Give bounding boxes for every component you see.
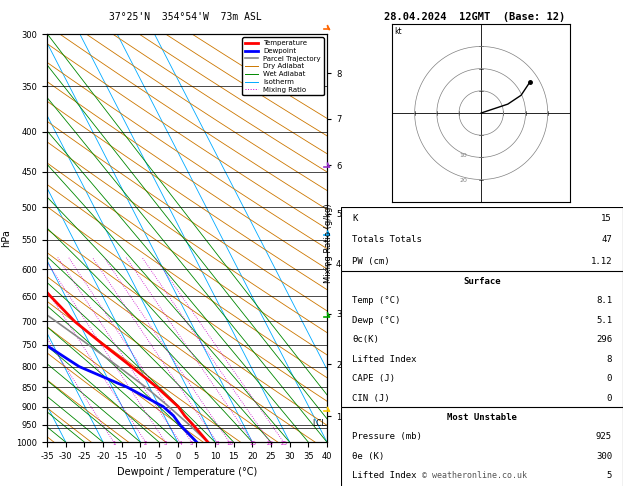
Text: 37°25'N  354°54'W  73m ASL: 37°25'N 354°54'W 73m ASL <box>109 12 262 22</box>
Text: 0: 0 <box>606 394 612 402</box>
Text: Mixing Ratio (g/kg): Mixing Ratio (g/kg) <box>325 203 333 283</box>
Text: PW (cm): PW (cm) <box>352 257 390 265</box>
Text: 5.1: 5.1 <box>596 316 612 325</box>
Y-axis label: hPa: hPa <box>1 229 11 247</box>
Text: Most Unstable: Most Unstable <box>447 413 517 422</box>
Text: 3: 3 <box>164 441 167 446</box>
Text: Surface: Surface <box>464 277 501 286</box>
Text: 5: 5 <box>606 471 612 480</box>
Text: 15: 15 <box>601 214 612 223</box>
Text: 300: 300 <box>596 452 612 461</box>
Text: 10: 10 <box>460 154 467 158</box>
Text: 1.12: 1.12 <box>591 257 612 265</box>
Text: 8: 8 <box>215 441 219 446</box>
Text: 2: 2 <box>144 441 148 446</box>
Text: 4: 4 <box>179 441 182 446</box>
Text: CAPE (J): CAPE (J) <box>352 374 395 383</box>
Text: Lifted Index: Lifted Index <box>352 355 417 364</box>
Text: Temp (°C): Temp (°C) <box>352 296 401 305</box>
Text: 47: 47 <box>601 235 612 244</box>
Text: Lifted Index: Lifted Index <box>352 471 417 480</box>
Text: Pressure (mb): Pressure (mb) <box>352 433 422 441</box>
Text: 28.04.2024  12GMT  (Base: 12): 28.04.2024 12GMT (Base: 12) <box>384 12 565 22</box>
Text: 15: 15 <box>249 441 257 446</box>
Text: kt: kt <box>395 27 403 35</box>
Text: Dewp (°C): Dewp (°C) <box>352 316 401 325</box>
X-axis label: Dewpoint / Temperature (°C): Dewpoint / Temperature (°C) <box>117 467 257 477</box>
Text: 10: 10 <box>226 441 233 446</box>
Text: CIN (J): CIN (J) <box>352 394 390 402</box>
Text: 8.1: 8.1 <box>596 296 612 305</box>
Y-axis label: km
ASL: km ASL <box>355 228 372 248</box>
Text: Totals Totals: Totals Totals <box>352 235 422 244</box>
Text: 0: 0 <box>606 374 612 383</box>
Text: 5: 5 <box>190 441 194 446</box>
Text: 20: 20 <box>267 441 274 446</box>
Text: 925: 925 <box>596 433 612 441</box>
Text: θc(K): θc(K) <box>352 335 379 344</box>
Text: 296: 296 <box>596 335 612 344</box>
Text: K: K <box>352 214 358 223</box>
Text: LCL: LCL <box>312 419 326 429</box>
Text: 25: 25 <box>280 441 287 446</box>
Text: 8: 8 <box>606 355 612 364</box>
Text: 1: 1 <box>112 441 116 446</box>
Legend: Temperature, Dewpoint, Parcel Trajectory, Dry Adiabat, Wet Adiabat, Isotherm, Mi: Temperature, Dewpoint, Parcel Trajectory… <box>242 37 323 95</box>
Text: © weatheronline.co.uk: © weatheronline.co.uk <box>423 471 527 480</box>
Text: 20: 20 <box>460 178 467 183</box>
Text: θe (K): θe (K) <box>352 452 384 461</box>
